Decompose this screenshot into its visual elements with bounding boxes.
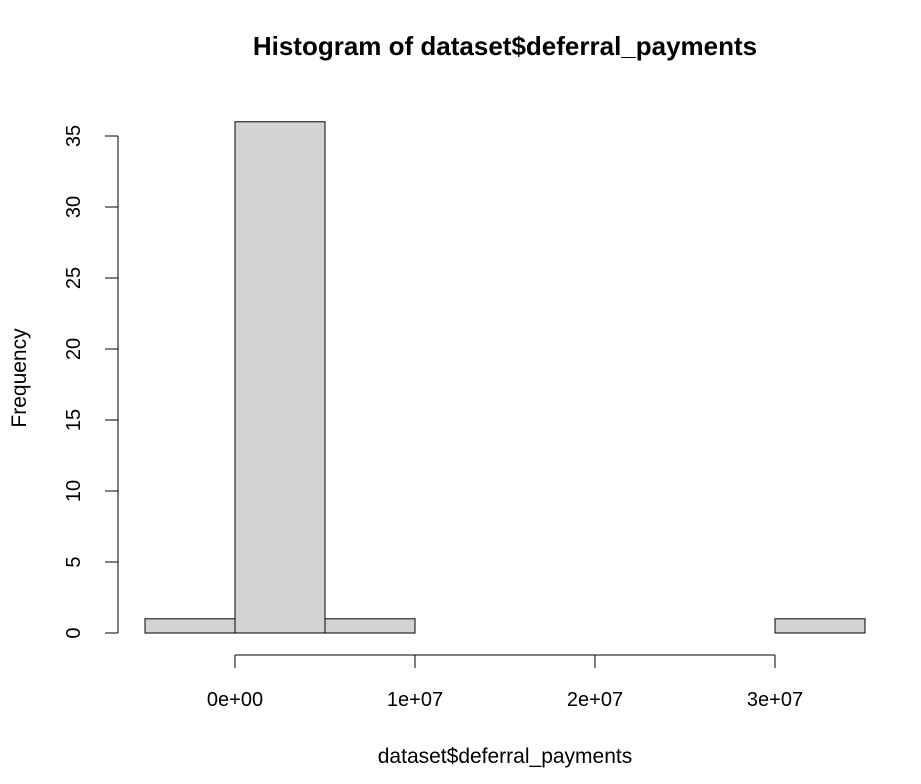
x-tick-label-1: 1e+07 bbox=[387, 689, 443, 711]
x-tick-label-3: 3e+07 bbox=[747, 689, 803, 711]
x-tick-label-0: 0e+00 bbox=[207, 689, 263, 711]
histogram-bar-0 bbox=[144, 618, 236, 634]
y-tick-label-7: 35 bbox=[63, 125, 85, 147]
y-tick-label-1: 5 bbox=[63, 556, 85, 567]
y-axis: 0 5 10 15 20 25 30 35 bbox=[63, 125, 119, 639]
y-tick-label-4: 20 bbox=[63, 338, 85, 360]
y-tick-label-5: 25 bbox=[63, 267, 85, 289]
y-tick-label-6: 30 bbox=[63, 196, 85, 218]
histogram-bar-7 bbox=[774, 618, 866, 634]
histogram-bar-1 bbox=[234, 121, 326, 634]
x-axis: 0e+00 1e+07 2e+07 3e+07 bbox=[207, 654, 803, 711]
bars-group bbox=[144, 121, 866, 634]
y-axis-label: Frequency bbox=[8, 328, 31, 428]
y-tick-label-3: 15 bbox=[63, 409, 85, 431]
x-tick-label-2: 2e+07 bbox=[567, 689, 623, 711]
histogram-bar-2 bbox=[324, 618, 416, 634]
chart-title: Histogram of dataset$deferral_payments bbox=[253, 31, 757, 61]
y-tick-label-2: 10 bbox=[63, 480, 85, 502]
x-axis-label: dataset$deferral_payments bbox=[378, 745, 633, 768]
y-tick-label-0: 0 bbox=[63, 627, 85, 638]
